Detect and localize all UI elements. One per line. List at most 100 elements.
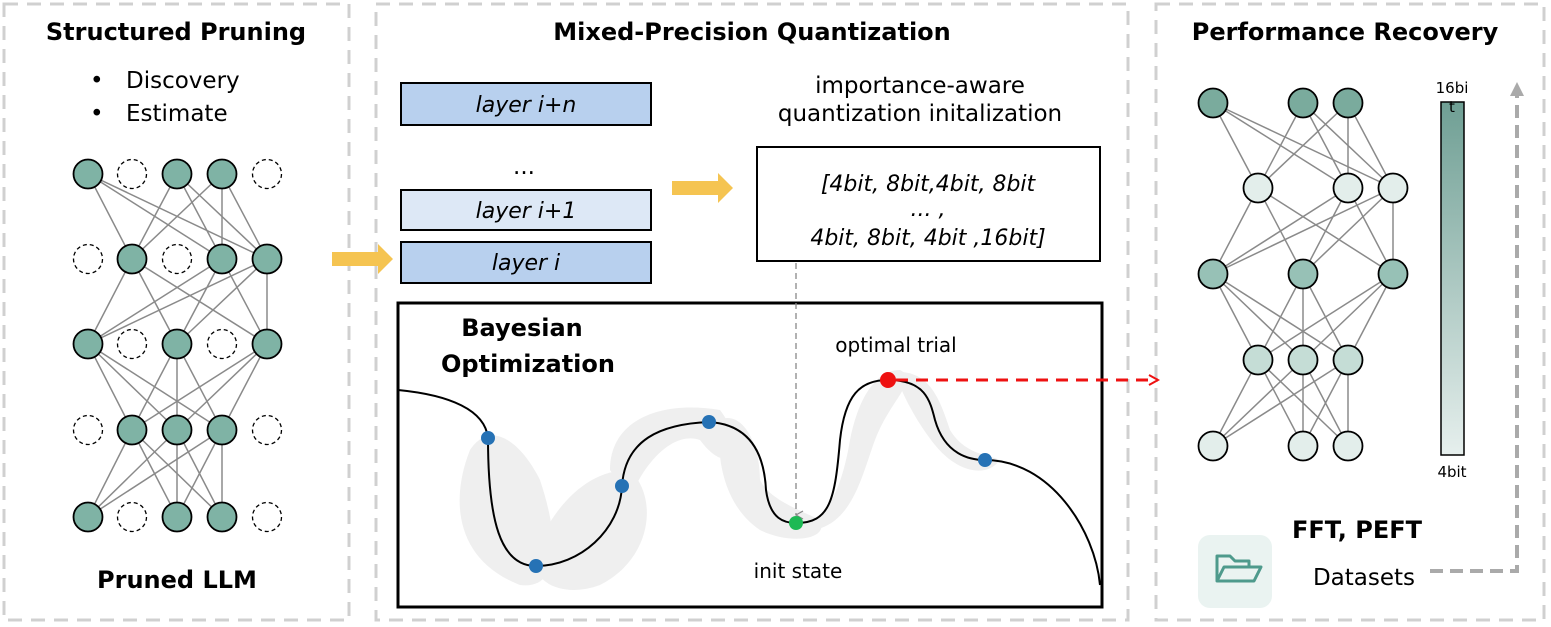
pruned-neuron [161, 243, 193, 275]
connection [1347, 273, 1394, 361]
pruned-neuron [72, 414, 104, 446]
bit-config-line: 4bit, 8bit, 4bit ,16bit] [810, 226, 1045, 251]
quantized-network [1197, 87, 1409, 462]
layer-label: layer i+n [476, 93, 577, 118]
connection [1212, 187, 1394, 275]
connection [176, 258, 223, 345]
connection [176, 258, 268, 345]
yellow-arrow-icon [672, 173, 733, 203]
connection [1257, 102, 1304, 189]
recovery-title: Performance Recovery [1192, 18, 1499, 46]
arrow-up-icon [1510, 82, 1524, 96]
sample-point [702, 415, 716, 429]
quantized-neuron [1287, 258, 1319, 290]
connection [221, 343, 268, 431]
init-state-label: init state [754, 559, 843, 583]
neuron [206, 414, 238, 446]
pruning-title: Structured Pruning [46, 18, 306, 46]
layer-box-i [400, 241, 652, 284]
connection [87, 258, 133, 345]
pruned-neuron [251, 414, 283, 446]
quantized-neuron [1332, 172, 1364, 204]
connection [1212, 273, 1304, 361]
quantized-neuron [1377, 172, 1409, 204]
folder-icon [1215, 554, 1263, 583]
finetune-loop-arrow [1430, 86, 1519, 573]
layer-box-i+n [400, 82, 652, 126]
connection [87, 258, 223, 345]
pruned-neuron [206, 328, 238, 360]
bullet-icon: • [90, 101, 104, 127]
init-heading-line2: quantization initalization [778, 101, 1062, 127]
objective-curve [397, 378, 1101, 586]
connection [1302, 359, 1349, 447]
uncertainty-band [459, 370, 1000, 590]
bit-config-box [756, 146, 1101, 262]
connection [1212, 102, 1259, 189]
neuron [72, 328, 104, 360]
bit-width-bar [1440, 101, 1465, 456]
pruned-neuron [116, 328, 148, 360]
neuron [161, 501, 193, 533]
connection [87, 173, 133, 260]
init-state-point [789, 516, 803, 530]
connection [1212, 359, 1304, 447]
connection [131, 343, 178, 431]
bit-config-line: [4bit, 8bit,4bit, 8bit [821, 172, 1037, 197]
connection [131, 173, 178, 260]
connection [1347, 187, 1394, 275]
connection [131, 343, 268, 431]
quantized-neuron [1332, 87, 1364, 119]
connection [1347, 102, 1394, 189]
quantized-neuron [1287, 344, 1319, 376]
connection [1302, 273, 1394, 361]
bar-top-label: 16bi [1436, 79, 1469, 97]
bo-title-line2: Optimization [441, 350, 615, 378]
quantized-neuron [1332, 344, 1364, 376]
neuron [72, 501, 104, 533]
pruning-panel [2, 2, 351, 622]
neuron [161, 328, 193, 360]
connection [176, 343, 268, 431]
connection [221, 173, 268, 260]
connection [87, 343, 133, 431]
quantized-neuron [1242, 344, 1274, 376]
quantized-neuron [1287, 87, 1319, 119]
optimal-trial-point [880, 372, 896, 388]
connection [1302, 187, 1394, 275]
pruned-llm-caption: Pruned LLM [97, 566, 257, 594]
layer-box-i+1 [400, 189, 652, 231]
connection [1212, 187, 1259, 275]
bo-title-line1: Bayesian [461, 314, 582, 342]
quantized-neuron [1377, 258, 1409, 290]
bar-top-label-overflow: t [1449, 98, 1455, 116]
bullet-icon: • [90, 68, 104, 94]
methods-label: FFT, PEFT [1292, 516, 1423, 544]
neuron [206, 158, 238, 190]
connection [131, 173, 223, 260]
layer-label: layer i [492, 251, 560, 276]
quantized-neuron [1197, 87, 1229, 119]
yellow-arrow-icon [332, 244, 393, 274]
quantized-neuron [1287, 430, 1319, 462]
bar-bottom-label: 4bit [1437, 463, 1466, 481]
pruned-neuron [116, 501, 148, 533]
datasets-label: Datasets [1313, 565, 1415, 591]
neuron [206, 243, 238, 275]
pruned-neuron [116, 158, 148, 190]
connection [87, 429, 178, 518]
connection [1212, 187, 1349, 275]
connection [87, 429, 223, 518]
neuron [206, 501, 238, 533]
pruned-neuron [251, 501, 283, 533]
quantized-neuron [1197, 430, 1229, 462]
neuron [161, 158, 193, 190]
connection [1212, 359, 1349, 447]
connection [1257, 273, 1304, 361]
connection [176, 429, 223, 518]
neuron [116, 243, 148, 275]
neuron [72, 158, 104, 190]
sample-point [978, 453, 992, 467]
bit-config-line: ... , [911, 197, 946, 222]
